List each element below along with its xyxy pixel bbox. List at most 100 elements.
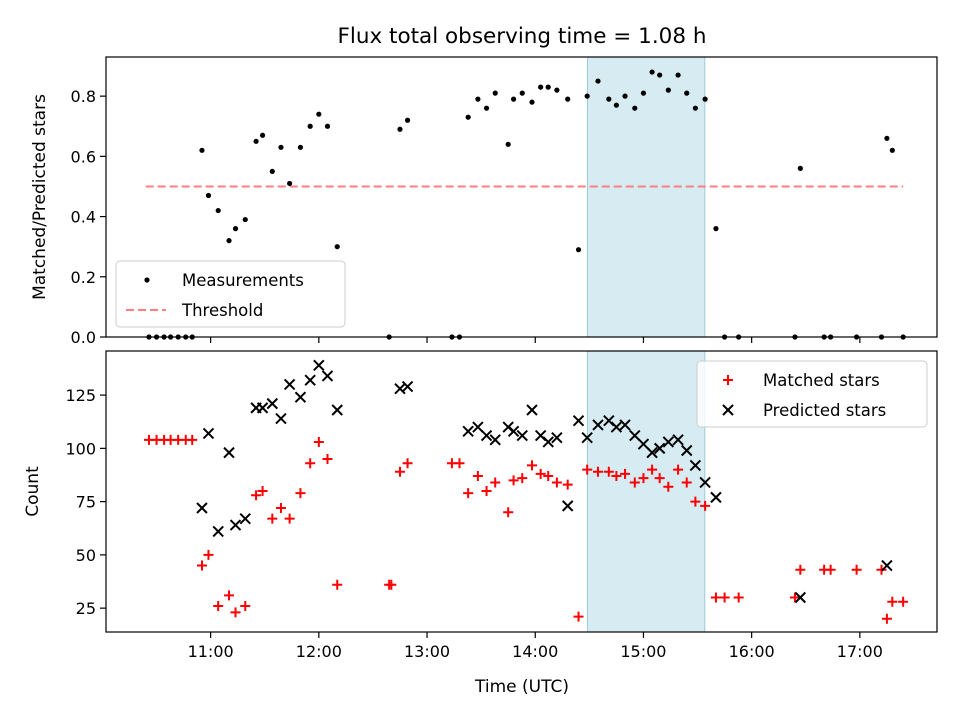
- data-point: [256, 402, 269, 414]
- data-point: [542, 436, 554, 448]
- data-point: [562, 479, 573, 490]
- data-point: [526, 404, 538, 416]
- y-tick-label: 25: [76, 599, 96, 618]
- data-point: [887, 596, 898, 607]
- data-point: [825, 564, 836, 575]
- data-point: [629, 429, 641, 442]
- data-point: [480, 429, 493, 442]
- data-point: [397, 126, 403, 132]
- data-point: [733, 592, 744, 603]
- data-point: [284, 513, 295, 524]
- data-point: [619, 419, 631, 431]
- data-point: [657, 72, 663, 78]
- data-point: [581, 431, 593, 444]
- x-axis-label: Time (UTC): [474, 677, 569, 697]
- y-axis-label: Matched/Predicted stars: [30, 94, 50, 300]
- x-tick-label: 12:00: [296, 642, 342, 661]
- data-point: [699, 476, 711, 489]
- data-point: [889, 147, 895, 153]
- data-point: [535, 468, 546, 479]
- data-point: [275, 503, 286, 514]
- data-point: [215, 207, 221, 214]
- data-point: [606, 96, 612, 102]
- highlight-span: [587, 350, 706, 633]
- data-point: [394, 466, 405, 477]
- y-tick-label: 0.0: [71, 328, 96, 347]
- x-tick-label: 15:00: [620, 642, 666, 661]
- data-point: [689, 459, 702, 472]
- data-point: [797, 165, 803, 171]
- bottom-panel: 25 50 75 100 125 11:00 12:00 13:00 14:00 15:00 16:…: [23, 350, 938, 661]
- data-point: [529, 99, 535, 105]
- data-point: [144, 277, 150, 283]
- y-tick-label: 0.6: [71, 147, 96, 166]
- data-point: [640, 90, 647, 96]
- y-axis-label: Count: [23, 466, 43, 517]
- data-point: [595, 78, 601, 84]
- data-point: [620, 468, 631, 479]
- data-point: [681, 477, 692, 488]
- data-point: [229, 519, 242, 531]
- data-point: [187, 434, 198, 445]
- data-point: [287, 180, 293, 187]
- data-point: [654, 473, 665, 484]
- data-point: [702, 96, 708, 102]
- data-point: [526, 460, 537, 471]
- data-point: [489, 434, 501, 446]
- legend-label: Predicted stars: [763, 401, 886, 420]
- data-point: [789, 592, 800, 603]
- data-point: [242, 216, 248, 223]
- data-point: [331, 404, 343, 416]
- data-point: [610, 421, 623, 433]
- legend-box: [115, 260, 346, 328]
- data-point: [203, 549, 214, 560]
- data-point: [649, 69, 655, 75]
- x-tick-label: 14:00: [512, 642, 558, 661]
- data-point: [202, 427, 215, 440]
- legend-label: Threshold: [181, 301, 263, 320]
- data-point: [196, 502, 208, 514]
- data-point: [593, 466, 603, 477]
- data-point: [321, 370, 334, 382]
- data-point: [637, 438, 650, 450]
- data-point: [462, 425, 474, 438]
- data-point: [334, 244, 340, 250]
- data-point: [386, 579, 397, 590]
- data-point: [723, 375, 733, 385]
- series: [196, 359, 893, 604]
- y-tick-label: 75: [76, 493, 96, 512]
- data-point: [795, 564, 806, 575]
- data-point: [582, 464, 593, 475]
- data-point: [259, 132, 266, 138]
- data-point: [257, 485, 268, 496]
- data-point: [232, 226, 239, 232]
- data-point: [304, 374, 316, 386]
- data-point: [565, 96, 571, 102]
- data-point: [684, 90, 690, 96]
- data-point: [212, 525, 224, 538]
- data-point: [851, 564, 862, 575]
- data-point: [223, 446, 235, 459]
- y-tick-label: 0.8: [71, 87, 96, 106]
- data-point: [483, 105, 490, 111]
- data-point: [681, 444, 693, 457]
- x-tick-label: 13:00: [404, 642, 450, 661]
- axes-frame: [105, 350, 938, 633]
- data-point: [295, 488, 306, 499]
- series: [143, 434, 909, 624]
- x-tick-label: 17:00: [837, 642, 883, 661]
- legend-label: Matched stars: [763, 371, 880, 390]
- data-point: [230, 607, 241, 618]
- data-point: [573, 611, 584, 622]
- x-tick-label: 11:00: [188, 642, 234, 661]
- data-point: [611, 471, 622, 482]
- data-point: [538, 84, 544, 90]
- data-point: [710, 491, 722, 504]
- data-point: [402, 458, 413, 469]
- data-point: [253, 138, 259, 144]
- data-point: [224, 590, 235, 601]
- data-point: [517, 473, 528, 484]
- data-point: [503, 507, 514, 518]
- data-point: [519, 90, 525, 96]
